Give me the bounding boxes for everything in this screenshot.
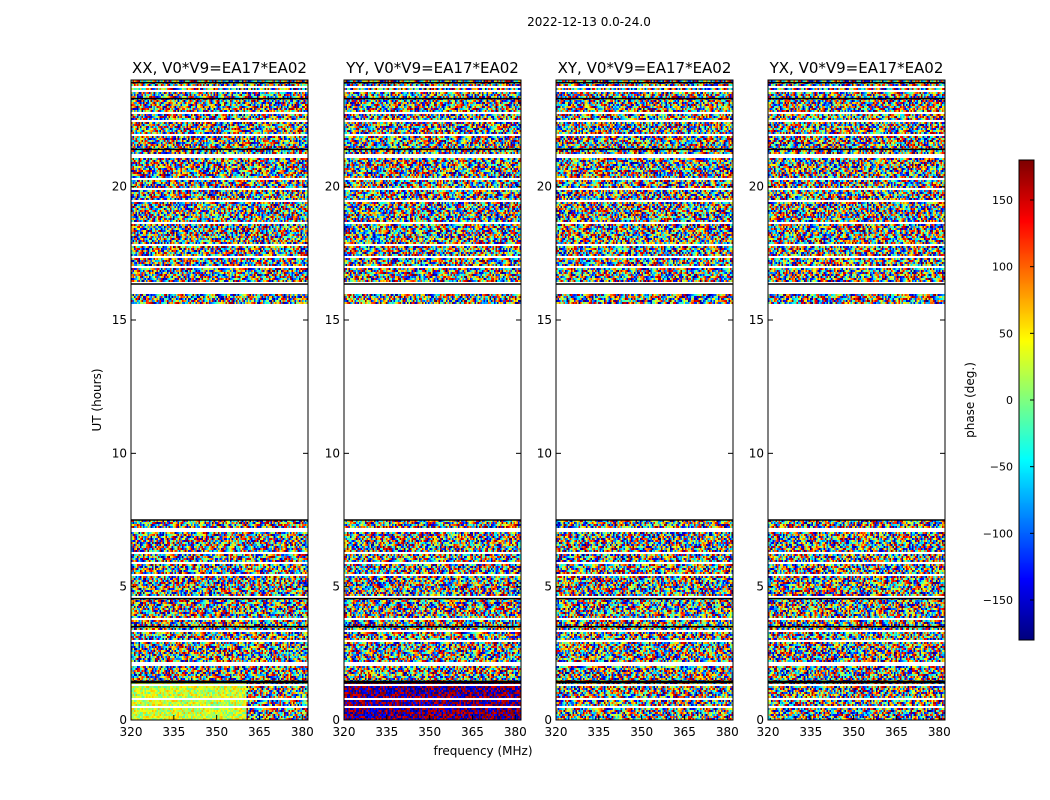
y-tick-label: 0 (756, 713, 764, 727)
y-tick-label: 20 (749, 180, 764, 194)
colorbar-tick-label: 0 (1006, 394, 1013, 407)
x-tick-label: 380 (716, 725, 739, 739)
x-tick-label: 365 (248, 725, 271, 739)
x-tick-label: 320 (545, 725, 568, 739)
x-tick-label: 350 (630, 725, 653, 739)
y-tick-label: 5 (544, 580, 552, 594)
x-tick-label: 320 (757, 725, 780, 739)
panel-title: XY, V0*V9=EA17*EA02 (558, 59, 732, 77)
y-tick-label: 10 (537, 446, 552, 460)
x-tick-label: 320 (120, 725, 143, 739)
phase-heatmap (556, 80, 733, 720)
y-tick-label: 5 (756, 580, 764, 594)
panel-title: YX, V0*V9=EA17*EA02 (769, 59, 944, 77)
y-tick-label: 5 (119, 580, 127, 594)
x-tick-label: 320 (333, 725, 356, 739)
x-tick-label: 350 (205, 725, 228, 739)
y-tick-label: 20 (537, 180, 552, 194)
phase-heatmap (768, 80, 945, 720)
y-tick-label: 20 (325, 180, 340, 194)
panel-frame (767, 79, 946, 721)
colorbar-gradient (1019, 160, 1034, 640)
x-tick-label: 380 (291, 725, 314, 739)
x-tick-label: 335 (799, 725, 822, 739)
panels-layer: XX, V0*V9=EA17*EA02 0 5 10 15 20 320 335 350 365 3… (112, 59, 951, 739)
y-tick-label: 15 (325, 313, 340, 327)
x-axis-label: frequency (MHz) (433, 744, 532, 758)
x-tick-label: 350 (418, 725, 441, 739)
y-tick-label: 15 (749, 313, 764, 327)
panel-2: XY, V0*V9=EA17*EA02 0 5 10 15 20 320 335 350 365 3… (537, 59, 739, 739)
y-tick-label: 0 (332, 713, 340, 727)
x-tick-label: 350 (842, 725, 865, 739)
y-tick-label: 10 (749, 446, 764, 460)
panel-title: YY, V0*V9=EA17*EA02 (345, 59, 519, 77)
y-axis-label: UT (hours) (90, 368, 104, 431)
x-tick-label: 365 (885, 725, 908, 739)
panel-3: YX, V0*V9=EA17*EA02 0 5 10 15 20 320 335 350 365 3… (749, 59, 951, 739)
x-tick-label: 335 (587, 725, 610, 739)
y-tick-label: 10 (325, 446, 340, 460)
colorbar-tick-label: −100 (983, 527, 1013, 540)
x-tick-label: 365 (461, 725, 484, 739)
x-tick-label: 380 (504, 725, 527, 739)
y-tick-label: 15 (537, 313, 552, 327)
y-tick-label: 5 (332, 580, 340, 594)
phase-heatmap (131, 80, 308, 720)
panel-0: XX, V0*V9=EA17*EA02 0 5 10 15 20 320 335 350 365 3… (112, 59, 314, 739)
colorbar-tick-label: 150 (992, 194, 1013, 207)
y-tick-label: 10 (112, 446, 127, 460)
panel-frame (555, 79, 734, 721)
colorbar-tick-label: 50 (999, 327, 1013, 340)
x-tick-label: 380 (928, 725, 951, 739)
x-tick-label: 335 (162, 725, 185, 739)
colorbar-label: phase (deg.) (963, 362, 977, 438)
y-tick-label: 20 (112, 180, 127, 194)
x-tick-label: 335 (375, 725, 398, 739)
phase-heatmap (344, 80, 521, 720)
colorbar-tick-label: −150 (983, 594, 1013, 607)
panel-frame (343, 79, 522, 721)
y-tick-label: 15 (112, 313, 127, 327)
panel-frame (130, 79, 309, 721)
colorbar-tick-label: −50 (990, 461, 1013, 474)
y-tick-label: 0 (544, 713, 552, 727)
panel-title: XX, V0*V9=EA17*EA02 (132, 59, 307, 77)
y-tick-label: 0 (119, 713, 127, 727)
figure-title: 2022-12-13 0.0-24.0 (527, 15, 651, 29)
x-tick-label: 365 (673, 725, 696, 739)
panel-1: YY, V0*V9=EA17*EA02 0 5 10 15 20 320 335 350 365 3… (325, 59, 527, 739)
colorbar: 150 100 50 0 −50 −100 −150 (983, 159, 1035, 641)
colorbar-tick-label: 100 (992, 261, 1013, 274)
